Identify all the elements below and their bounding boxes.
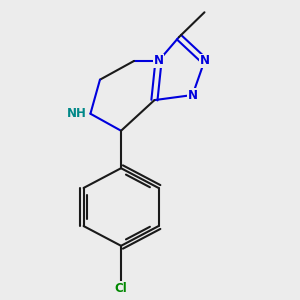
Text: N: N bbox=[154, 55, 164, 68]
Text: NH: NH bbox=[67, 107, 87, 120]
Text: N: N bbox=[188, 88, 198, 101]
Text: Cl: Cl bbox=[115, 282, 128, 295]
Text: N: N bbox=[200, 55, 209, 68]
